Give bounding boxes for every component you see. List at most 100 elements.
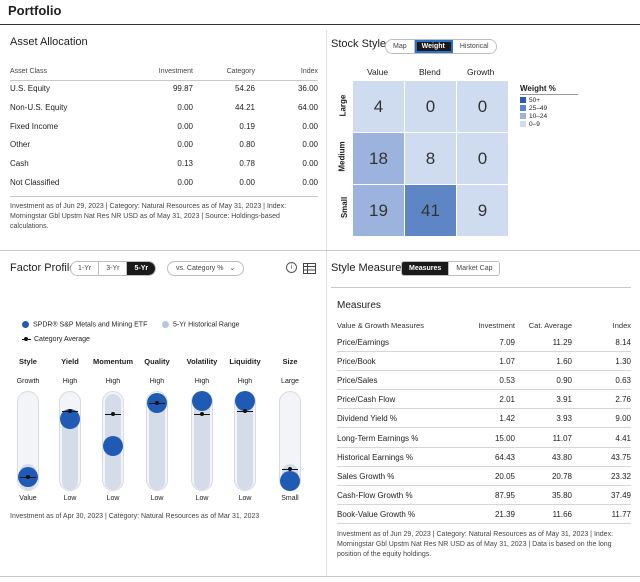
style-box-cell[interactable]: 9 [457,185,508,236]
tab-historical[interactable]: Historical [452,40,496,53]
measure-index: 9.00 [615,414,631,424]
factor-value-dot[interactable] [103,436,123,456]
factor-track [234,391,256,491]
style-box-cell[interactable]: 18 [353,133,404,184]
category-value: 0.80 [239,140,255,150]
factor-top-label: Growth [16,378,40,385]
factor-legend-item: SPDR® S&P Metals and Mining ETF [22,321,147,328]
tab-map[interactable]: Map [386,40,415,53]
style-box-cell[interactable]: 0 [405,81,456,132]
measure-index: 43.75 [610,452,631,462]
tab-weight[interactable]: Weight [414,40,453,53]
factor-top-label: High [62,378,78,385]
style-box-cell[interactable]: 19 [353,185,404,236]
measure-index: 1.30 [615,357,631,367]
table-row: Price/Book 1.07 1.60 1.30 [337,352,631,372]
tab-5yr[interactable]: 5-Yr [127,262,156,275]
measure-category: 20.78 [551,471,572,481]
measure-investment: 87.95 [494,490,515,500]
tab-1yr[interactable]: 1-Yr [71,262,100,275]
factor-historical-range [149,394,165,490]
factor-profile-note: Investment as of Apr 30, 2023 | Category… [10,513,260,520]
info-icon[interactable]: i [286,262,297,273]
legend-label: Category Average [34,336,90,343]
stock-style-title: Stock Style [331,38,387,50]
table-row: Cash 0.13 0.78 0.00 [10,159,318,177]
tab-3yr[interactable]: 3-Yr [99,262,128,275]
comparison-dropdown[interactable]: vs. Category % ⌄ [167,261,245,276]
measure-investment: 20.05 [494,471,515,481]
col-measure: Value & Growth Measures [337,321,424,330]
factor-value-dot[interactable] [60,409,80,429]
style-box-cell[interactable]: 4 [353,81,404,132]
measure-investment: 1.42 [499,414,515,424]
factor-value-dot[interactable] [235,391,255,411]
asset-allocation-header: Asset Class Investment Category Index [10,68,318,86]
factor-bottom-label: Low [195,495,209,502]
table-icon[interactable] [303,263,316,274]
measure-category: 11.29 [552,338,572,347]
measure-index: 2.76 [615,395,631,405]
factor-category-average [20,475,36,479]
measure-category: 11.07 [552,433,572,443]
index-value: 0.00 [302,121,318,131]
page-title: Portfolio [8,3,62,18]
style-box-cell[interactable]: 0 [457,133,508,184]
factor-category-average [105,412,121,416]
table-row: Book-Value Growth % 21.39 11.66 11.77 [337,505,631,524]
table-row: Price/Cash Flow 2.01 3.91 2.76 [337,390,631,410]
category-value: 0.00 [239,178,255,187]
index-value: 36.00 [297,84,318,93]
investment-value: 0.00 [177,102,193,112]
legend-label: 5-Yr Historical Range [173,321,240,329]
style-col-value: Value [367,67,389,77]
factor-name: Liquidity [229,357,261,366]
measure-category: 1.60 [556,357,572,367]
top-section-divider [0,250,640,251]
tab-measures[interactable]: Measures [402,262,450,275]
factor-historical-range [237,394,253,490]
table-row: Not Classified 0.00 0.00 0.00 [10,178,318,196]
factor-value-dot[interactable] [192,391,212,411]
category-value: 54.26 [234,84,255,93]
bottom-divider [0,576,640,577]
factor-top-label: High [194,378,210,385]
factor-legend-item: Category Average [22,336,90,343]
measure-category: 3.93 [556,414,572,424]
measure-investment: 64.43 [494,452,515,462]
factor-name: Volatility [186,357,218,366]
col-m-investment: Investment [478,321,515,330]
style-box-cell[interactable]: 41 [405,185,456,236]
factor-top-label: High [237,378,253,385]
style-box-cell[interactable]: 0 [457,81,508,132]
table-row: Long-Term Earnings % 15.00 11.07 4.41 [337,429,631,448]
weight-legend-title: Weight % [520,84,556,93]
measure-index: 8.14 [615,338,631,347]
measure-investment: 21.39 [494,509,515,519]
index-value: 0.00 [302,178,318,187]
factor-track [146,391,168,491]
measure-investment: 7.09 [499,338,515,347]
factor-track [191,391,213,491]
index-value: 0.00 [302,159,318,169]
aa-footer-line [10,196,318,197]
factor-name: Momentum [93,357,133,366]
factor-profile-title: Factor Profile [10,262,76,274]
table-row: Non-U.S. Equity 0.00 44.21 64.00 [10,103,318,121]
factor-bottom-label: Low [106,495,120,502]
column-divider [326,30,327,575]
measure-label: Sales Growth % [337,471,395,481]
factor-category-average [194,412,210,416]
tab-market-cap[interactable]: Market Cap [449,262,500,275]
category-value: 0.19 [239,121,255,131]
measure-investment: 0.53 [499,376,515,386]
legend-swatch [520,105,526,112]
factor-legend-item: 5-Yr Historical Range [162,321,240,328]
style-measures-title: Style Measures [331,262,407,274]
measure-category: 3.91 [556,395,572,405]
col-investment: Investment [158,68,193,75]
measure-category: 43.80 [551,452,572,462]
style-box-cell[interactable]: 8 [405,133,456,184]
factor-value-dot[interactable] [280,471,300,491]
legend-line-icon [22,336,31,341]
